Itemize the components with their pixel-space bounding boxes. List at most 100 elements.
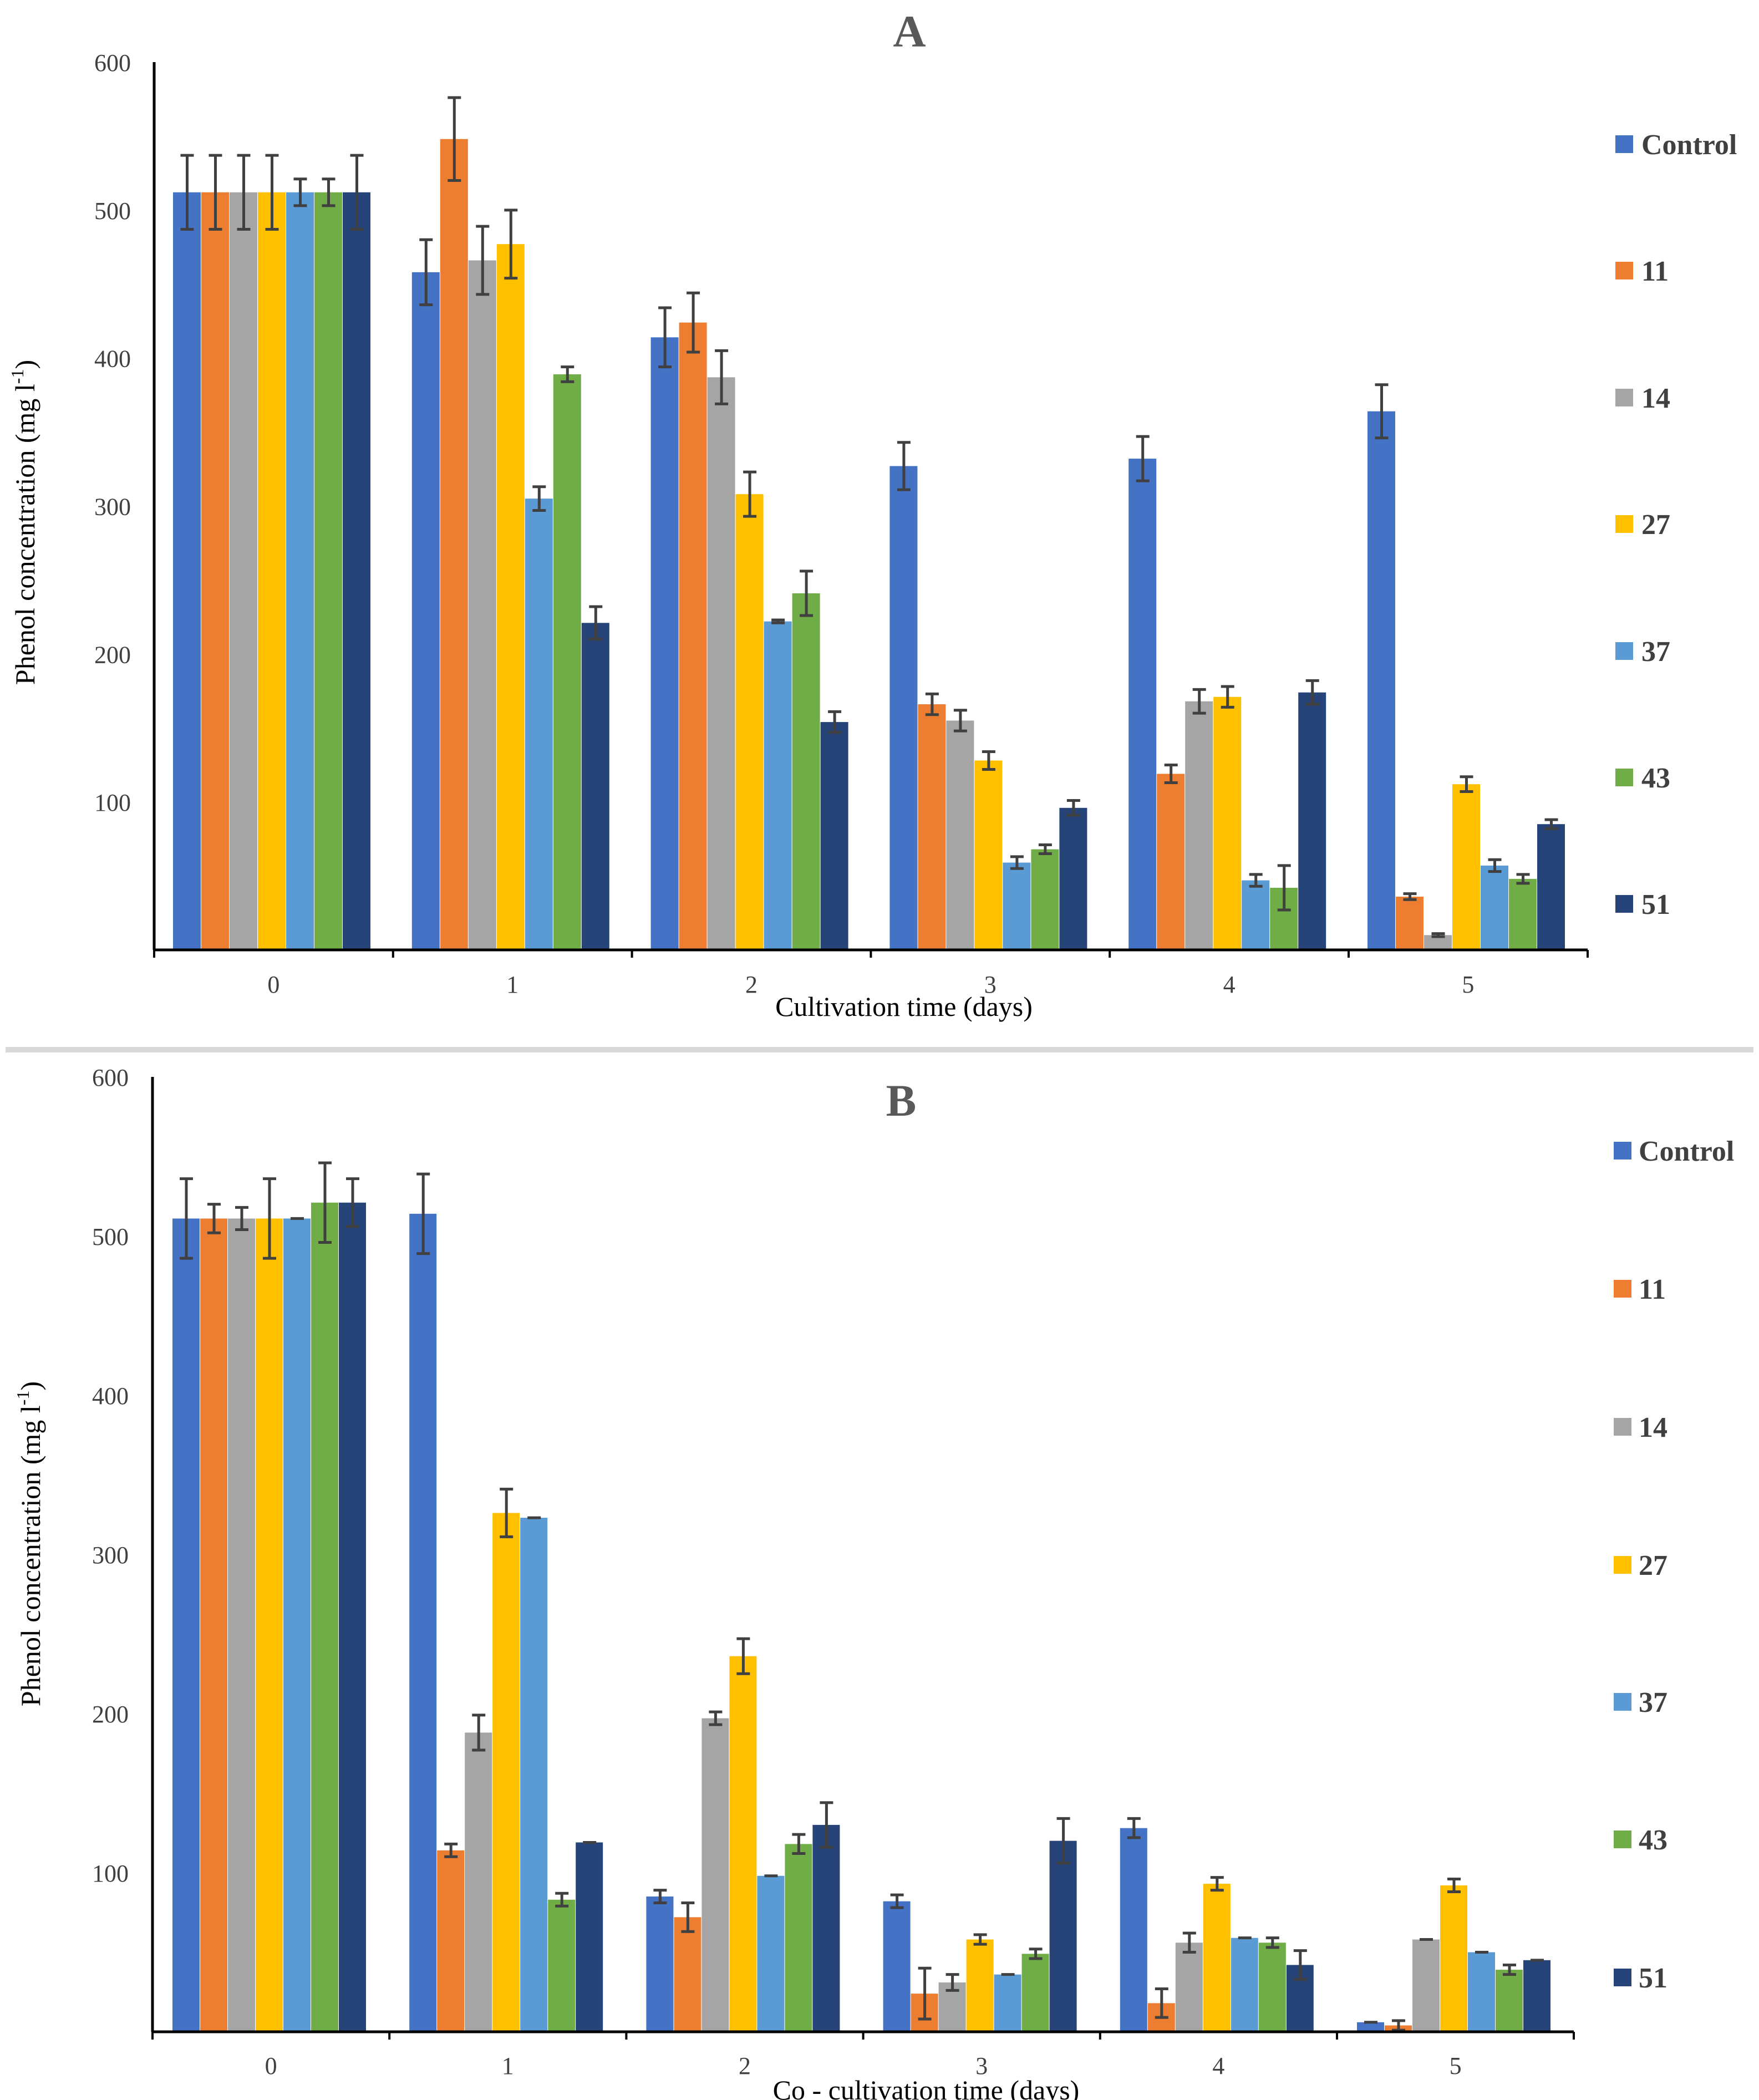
panel-b-error-bar <box>472 1713 486 1752</box>
panel-b-y-label-sup: -1 <box>13 1391 33 1406</box>
panel-a-legend-label-27: 27 <box>1641 509 1670 541</box>
panel-b-error-bar <box>820 1801 833 1849</box>
panel-b-x-tick-label: 3 <box>975 2052 988 2079</box>
panel-a-bar-11-day-1 <box>440 139 468 950</box>
panel-a-legend-swatch-51 <box>1615 895 1633 913</box>
panel-a-bar-control-day-5 <box>1367 411 1395 950</box>
panel-a-bar-43-day-1 <box>553 374 581 950</box>
panel-a-y-tick-label: 100 <box>94 789 131 816</box>
panel-b-error-bar <box>890 1893 904 1909</box>
panel-a-x-tick-label: 4 <box>1223 971 1236 998</box>
panel-a-bar-control-day-1 <box>411 272 440 950</box>
panel-a-legend-swatch-11 <box>1615 262 1633 279</box>
panel-a-bar-37-day-0 <box>286 192 314 950</box>
panel-b-legend-swatch-51 <box>1614 1969 1631 1986</box>
panel-a-x-tick-label: 3 <box>984 971 997 998</box>
panel-b-y-tick-label: 100 <box>92 1860 129 1887</box>
panel-b-error-bar <box>1503 1963 1516 1976</box>
panel-b-bar-27-day-0 <box>256 1218 283 2032</box>
panel-b-legend-label-control: Control <box>1639 1136 1734 1167</box>
panel-a-x-tick-labels: 0 1 2 3 4 5 <box>267 971 1474 998</box>
panel-b-bar-27-day-4 <box>1203 1884 1231 2032</box>
panel-b-bar-51-day-5 <box>1523 1960 1550 2032</box>
panel-b-error-bar <box>1447 1877 1461 1893</box>
panel-a-error-bar <box>322 177 335 207</box>
panel-b-error-bar <box>416 1172 430 1255</box>
panel-a-legend-label-11: 11 <box>1641 256 1669 287</box>
panel-a-y-tick-label: 500 <box>94 197 131 225</box>
panel-b-legend-swatch-11 <box>1614 1280 1631 1298</box>
panel-a-bar-11-day-5 <box>1396 896 1424 950</box>
panel-b-x-tick-label: 2 <box>739 2052 751 2079</box>
panel-a-legend-swatch-43 <box>1615 769 1633 786</box>
panel-a-y-tick-label: 600 <box>94 49 131 77</box>
panel-b-legend-label-11: 11 <box>1639 1274 1666 1305</box>
panel-a-x-tick-label: 5 <box>1462 971 1474 998</box>
panel-b-error-bar <box>1029 1948 1043 1960</box>
panel-a-x-tick-label: 0 <box>267 971 279 998</box>
panel-b-bar-43-day-1 <box>548 1899 576 2032</box>
panel-a-y-ticks: 100 200 300 400 500 600 <box>94 49 131 816</box>
panel-b-bar-11-day-2 <box>674 1917 701 2032</box>
panel-b-x-axis-label: Co - cultivation time (days) <box>773 2074 1080 2100</box>
panel-a-bar-27-day-0 <box>258 192 286 950</box>
panel-a-error-bar <box>293 177 307 207</box>
panel-b-x-tick-label: 1 <box>502 2052 514 2079</box>
panel-a-error-bar <box>504 209 518 280</box>
panel-b-bar-51-day-3 <box>1049 1840 1077 2032</box>
panel-b-bar-control-day-4 <box>1120 1828 1147 2032</box>
panel-b-legend-label-43: 43 <box>1639 1824 1668 1856</box>
panel-b-y-label-close: ) <box>15 1381 46 1391</box>
panel-b-y-tick-label: 400 <box>92 1382 129 1410</box>
panel-b-bar-27-day-3 <box>966 1939 994 2032</box>
panel-b-error-bar <box>1127 1817 1141 1839</box>
panel-b-error-bar <box>1182 1931 1196 1954</box>
panel-b-bar-14-day-5 <box>1412 1939 1440 2032</box>
panel-b-legend-label-37: 37 <box>1639 1687 1668 1718</box>
panel-a-bar-37-day-4 <box>1242 880 1270 950</box>
panel-a-bar-51-day-5 <box>1537 824 1565 950</box>
panel-b-y-label-main: Phenol concentration (mg l <box>15 1405 46 1706</box>
panel-b-legend: Control 11 14 27 37 43 51 <box>1614 1136 1734 1994</box>
panel-a-error-bar <box>419 238 433 307</box>
panel-b-y-tick-label: 600 <box>92 1064 129 1091</box>
panel-a-error-bar <box>1136 435 1150 482</box>
panel-a-title: A <box>893 6 926 57</box>
panel-b-bar-27-day-2 <box>729 1656 757 2032</box>
panel-b-error-bar <box>709 1710 723 1726</box>
panel-a-bar-27-day-3 <box>974 760 1003 950</box>
panel-b-y-tick-label: 500 <box>92 1223 129 1250</box>
panel-a-bar-43-day-3 <box>1031 849 1059 950</box>
panel-b-bar-37-day-3 <box>994 1974 1021 2032</box>
panel-a-x-axis-label: Cultivation time (days) <box>775 991 1033 1022</box>
panel-a-error-bar <box>1403 892 1417 901</box>
panel-a-error-bar <box>589 605 603 641</box>
panel-a-error-bar <box>925 692 939 716</box>
panel-b-legend-swatch-37 <box>1614 1693 1631 1711</box>
panel-a-error-bar <box>1066 799 1080 817</box>
panel-a-error-bar <box>1516 873 1530 885</box>
panel-a-bar-11-day-2 <box>679 322 707 950</box>
panel-b-legend-swatch-control <box>1614 1142 1631 1160</box>
panel-a-bar-14-day-1 <box>468 260 496 950</box>
panel-a-bar-11-day-0 <box>201 192 229 950</box>
panel-b-error-bar <box>792 1833 806 1855</box>
panel-b-bars <box>172 1202 1550 2032</box>
panel-b-x-tick-label: 5 <box>1450 2052 1462 2079</box>
panel-a-bar-37-day-2 <box>764 621 792 950</box>
panel-b-legend-label-27: 27 <box>1639 1550 1668 1582</box>
panel-a-bar-43-day-0 <box>314 192 342 950</box>
panel-b-legend-label-51: 51 <box>1639 1962 1668 1994</box>
panel-b-error-bar <box>555 1891 569 1908</box>
panel-b-bar-27-day-1 <box>492 1513 520 2032</box>
panel-b-error-bar <box>500 1487 514 1538</box>
panel-a-error-bar <box>828 710 842 734</box>
panel-a-bar-11-day-3 <box>918 704 946 950</box>
panel-a-bar-14-day-0 <box>230 192 257 950</box>
panel-a-error-bar <box>209 154 222 231</box>
panel-a-error-bar <box>1038 843 1052 856</box>
panel-b-bar-14-day-0 <box>228 1218 255 2032</box>
panel-a-bar-51-day-2 <box>820 722 848 950</box>
panel-a-error-bar <box>561 365 575 383</box>
panel-b-error-bar <box>681 1901 695 1933</box>
